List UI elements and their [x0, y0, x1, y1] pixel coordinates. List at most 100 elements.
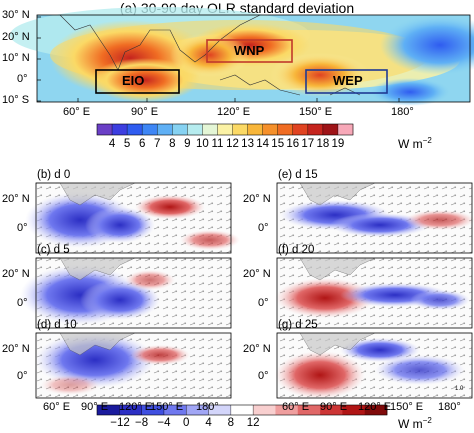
top-colorbar-tick-label: 14	[256, 138, 270, 150]
panel-g-map	[275, 332, 473, 399]
lon-label-150e: 150° E	[299, 106, 333, 118]
panel-e-lat-0: 0°	[258, 222, 269, 234]
top-colorbar-swatch	[157, 124, 173, 135]
top-colorbar-tick-label: 10	[196, 138, 209, 150]
top-colorbar-tick-label: 5	[123, 138, 131, 150]
bottom-colorbar-unit: W m−2	[398, 416, 432, 431]
panel-b-lat-20n: 20° N	[2, 193, 30, 205]
panel-d-lat-20n: 20° N	[2, 343, 30, 355]
bottom-colorbar-swatch	[320, 405, 343, 415]
map-frame	[36, 14, 471, 103]
top-colorbar-swatch	[202, 124, 218, 135]
top-colorbar-swatch	[172, 124, 188, 135]
reference-vector-label: 1.0	[455, 386, 464, 392]
top-colorbar-swatch	[127, 124, 143, 135]
bottom-colorbar-tick-label: 0	[183, 417, 190, 429]
panel-d-map	[35, 332, 232, 399]
bottom-left-lon-180: 180°	[196, 401, 219, 413]
top-colorbar-swatch	[292, 124, 309, 135]
lat-label-0: 0°	[17, 73, 28, 85]
eio-box	[95, 69, 180, 94]
top-colorbar-tick-label: 12	[226, 138, 239, 150]
top-colorbar-frame	[96, 123, 354, 136]
panel-c-lat-0: 0°	[17, 297, 28, 309]
bottom-colorbar-swatch	[119, 405, 142, 415]
panel-d-label: (d) d 10	[37, 319, 77, 331]
eio-label: EIO	[122, 73, 145, 88]
bottom-right-lon-180: 180°	[438, 401, 461, 413]
top-colorbar	[96, 123, 354, 136]
bottom-colorbar-tick-label: 12	[246, 417, 260, 429]
top-colorbar-swatch	[112, 124, 128, 135]
top-colorbar-tick-label: 6	[138, 138, 146, 150]
lat-label-20n: 20° N	[2, 31, 30, 43]
top-colorbar-swatch	[247, 124, 263, 135]
panel-f-label: (f) d 20	[278, 244, 315, 256]
top-colorbar-swatch	[277, 124, 294, 135]
bottom-colorbar-tick-label: −12	[110, 417, 130, 429]
wnp-label: WNP	[234, 43, 265, 58]
panel-c-map	[20, 257, 232, 329]
top-colorbar-unit: W m−2	[398, 136, 432, 151]
panel-f-map	[275, 257, 473, 329]
coastline	[59, 14, 261, 71]
panel-f-lat-20n: 20° N	[243, 268, 271, 280]
lat-label-30n: 30° N	[2, 9, 30, 21]
bottom-left-lon-150e: 150° E	[150, 401, 184, 413]
bottom-left-lon-90e: 90° E	[81, 401, 109, 413]
bottom-colorbar-tick-label: 4	[205, 417, 212, 429]
bottom-colorbar-swatch	[186, 405, 209, 415]
top-colorbar-tick-label: 16	[286, 138, 300, 150]
top-colorbar-swatch	[262, 124, 279, 135]
lon-label-180: 180°	[391, 106, 414, 118]
bottom-colorbar-swatch	[275, 405, 299, 415]
bottom-right-lon-90e: 90° E	[320, 401, 348, 413]
top-colorbar-tick-label: 18	[316, 138, 330, 150]
bottom-left-lon-120e: 120° E	[119, 401, 153, 413]
bottom-colorbar-swatch	[253, 405, 276, 415]
lat-label-10s: 10° S	[2, 94, 30, 106]
wnp-box	[206, 39, 293, 63]
top-axis-ticks	[37, 16, 400, 102]
top-colorbar-tick-label: 15	[271, 138, 285, 150]
top-colorbar-tick-label: 4	[108, 138, 116, 150]
bottom-right-lon-120e: 120° E	[358, 401, 392, 413]
panel-e-map	[276, 182, 474, 254]
panel-e-lat-20n: 20° N	[243, 193, 271, 205]
panel-c-label: (c) d 5	[37, 244, 70, 256]
bottom-colorbar-frame	[96, 404, 388, 416]
wep-label: WEP	[333, 73, 363, 88]
panel-b-lat-0: 0°	[17, 222, 28, 234]
top-colorbar-tick-label: 8	[169, 138, 176, 150]
bottom-colorbar-swatch	[97, 405, 120, 415]
olr-std-map	[10, 7, 474, 106]
lon-label-120e: 120° E	[217, 106, 251, 118]
top-colorbar-swatch	[187, 124, 203, 135]
bottom-colorbar-swatch	[230, 405, 254, 415]
lag-panels	[20, 182, 474, 399]
top-colorbar-tick-label: 7	[154, 138, 161, 150]
top-colorbar-swatch	[97, 124, 113, 135]
bottom-colorbar-swatch	[297, 405, 321, 415]
bottom-right-lon-150e: 150° E	[390, 401, 424, 413]
bottom-colorbar-tick-label: 8	[227, 417, 235, 429]
lon-label-60e: 60° E	[63, 106, 91, 118]
panel-f-lat-0: 0°	[258, 297, 269, 309]
top-colorbar-tick-label: 17	[301, 138, 315, 150]
panel-g-label: (g) d 25	[278, 319, 318, 331]
wep-box	[305, 69, 388, 94]
bottom-colorbar-swatch	[141, 405, 165, 415]
bottom-colorbar-tick-label: −8	[135, 417, 149, 429]
top-colorbar-swatch	[217, 124, 233, 135]
top-colorbar-swatch	[232, 124, 248, 135]
bottom-colorbar-swatch	[364, 405, 388, 415]
top-colorbar-swatch	[142, 124, 158, 135]
panel-b-map	[25, 182, 240, 254]
top-colorbar-tick-label: 13	[241, 138, 254, 150]
bottom-colorbar-swatch	[342, 405, 365, 415]
bottom-left-lon-60e: 60° E	[43, 401, 71, 413]
panel-c-lat-20n: 20° N	[2, 268, 30, 280]
panel-e-label: (e) d 15	[278, 169, 318, 181]
top-colorbar-swatch	[337, 124, 354, 135]
